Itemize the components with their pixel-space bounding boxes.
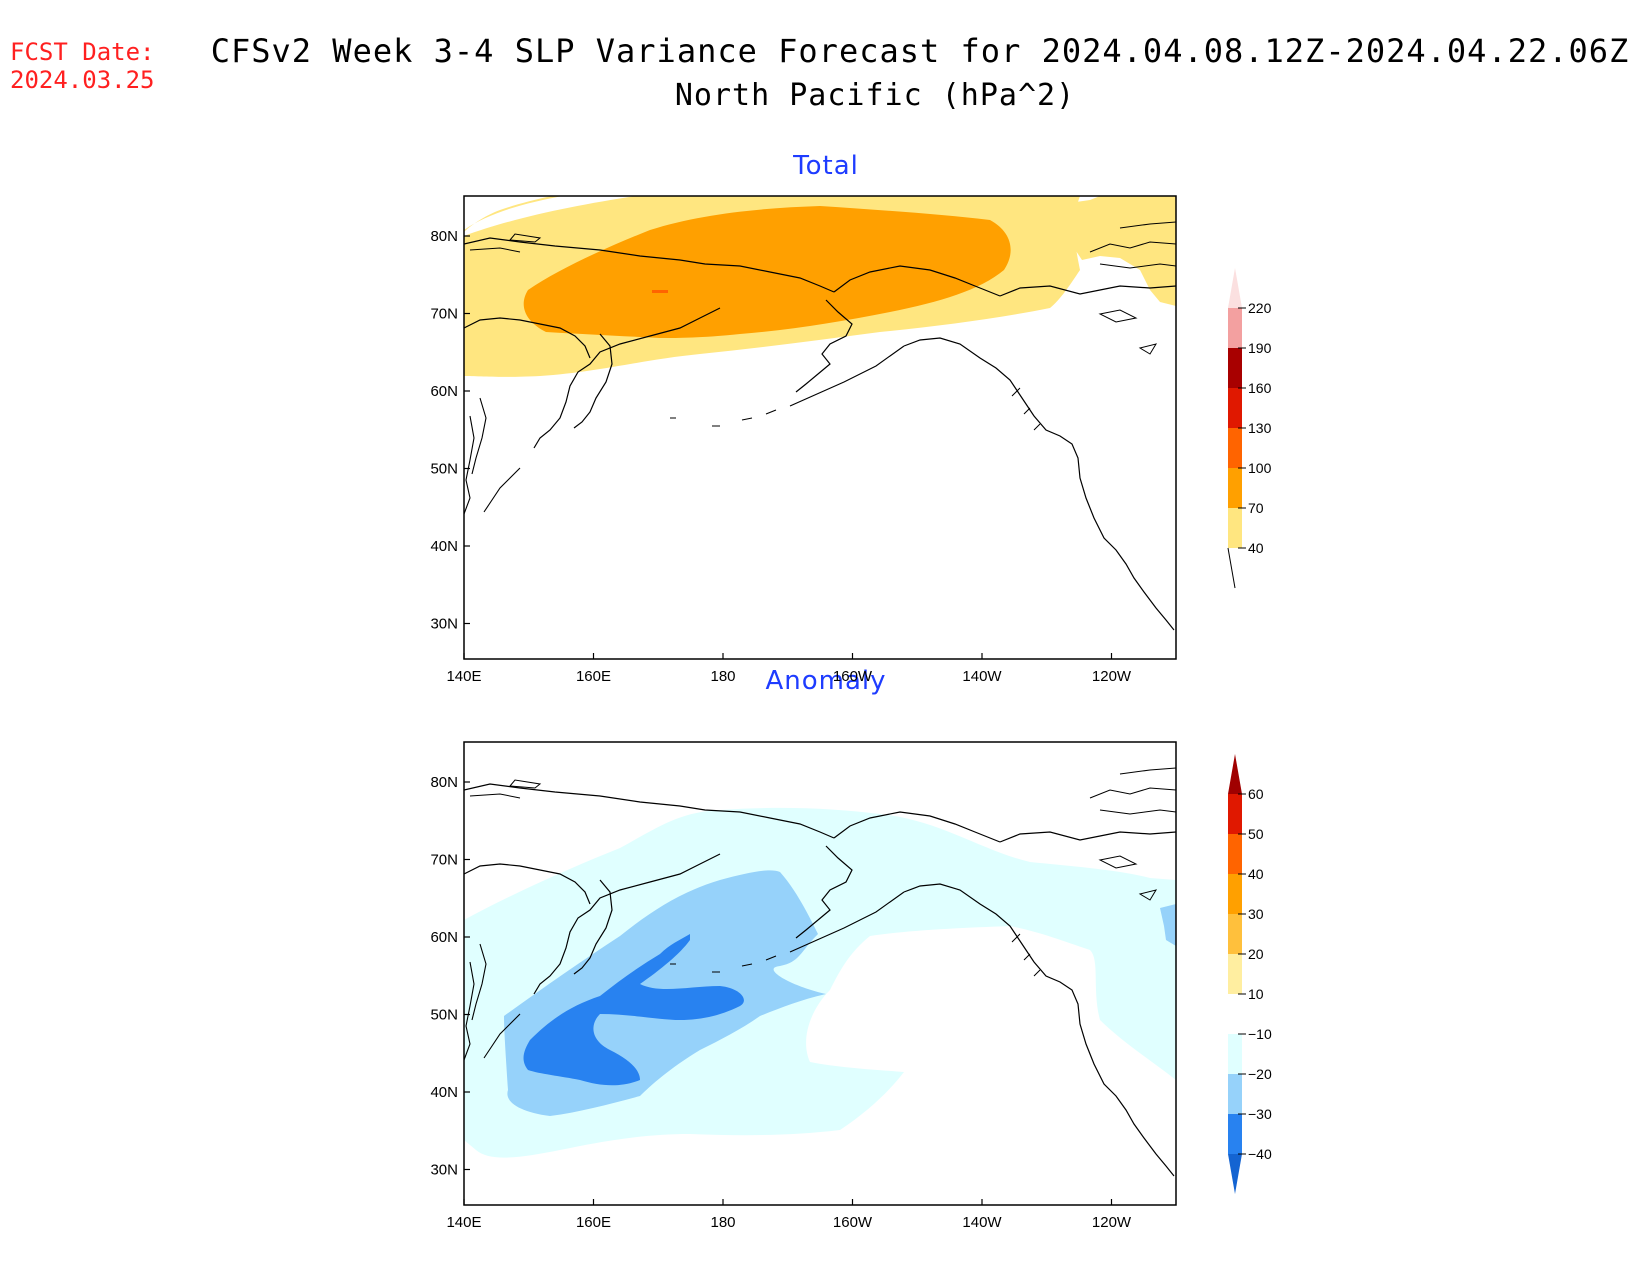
total-colorbar-bottom-arrow: [1227, 547, 1236, 589]
anomaly-colorbar-label: −20: [1248, 1066, 1272, 1082]
anomaly-colorbar-swatch: [1228, 1114, 1242, 1154]
anomaly-colorbar-label: 40: [1248, 866, 1264, 882]
total-colorbar-label: 70: [1248, 500, 1264, 516]
anomaly-colorbar-swatch: [1228, 994, 1242, 1034]
anomaly-lon-label: 160E: [576, 1214, 611, 1231]
anomaly-colorbar-label: 20: [1248, 946, 1264, 962]
anomaly-axis: 80N 70N 60N 50N 40N 30N 140E 160E 180 160W 140W 120…: [430, 774, 1131, 1231]
anomaly-colorbar-swatch: [1228, 954, 1242, 994]
anomaly-colorbar: 60 50 40 30 20 10 −10 −20 −30 −40: [1228, 754, 1272, 1194]
anomaly-map: [463, 741, 1177, 1206]
total-lon-label: 140E: [446, 668, 481, 685]
anomaly-lat-label: 30N: [430, 1162, 458, 1179]
total-colorbar-label: 100: [1248, 460, 1272, 476]
anomaly-map-frame: [463, 741, 1177, 1206]
forecast-date-block: FCST Date: 2024.03.25: [10, 38, 155, 94]
anomaly-colorbar-label: 60: [1248, 786, 1264, 802]
subtitle: North Pacific (hPa^2): [674, 78, 1076, 113]
total-lat-label: 80N: [430, 228, 458, 245]
main-title: CFSv2 Week 3-4 SLP Variance Forecast for…: [210, 32, 1630, 70]
total-contour-100-130: [652, 290, 668, 293]
anomaly-colorbar-label: 30: [1248, 906, 1264, 922]
total-colorbar-top-arrow: [1228, 268, 1242, 308]
total-map: [463, 195, 1177, 660]
total-lat-label: 60N: [430, 383, 458, 400]
anomaly-colorbar-swatch: [1228, 1074, 1242, 1114]
total-colorbar-label: 160: [1248, 380, 1272, 396]
total-colorbar-swatch: [1228, 428, 1242, 468]
total-colorbar-label: 220: [1248, 300, 1272, 316]
anomaly-colorbar-swatch: [1228, 834, 1242, 874]
total-lat-label: 70N: [430, 306, 458, 323]
total-lon-label: 140W: [962, 668, 1002, 685]
total-lon-label: 180: [710, 668, 735, 685]
anomaly-contour-m20-east: [1160, 904, 1176, 946]
total-colorbar-swatch: [1228, 348, 1242, 388]
anomaly-lon-label: 140W: [962, 1214, 1002, 1231]
anomaly-lat-label: 50N: [430, 1007, 458, 1024]
anomaly-colorbar-swatch: [1228, 794, 1242, 834]
total-colorbar-swatch: [1228, 308, 1242, 348]
total-colorbar-swatch: [1228, 388, 1242, 428]
total-lat-label: 30N: [430, 616, 458, 633]
total-axis: 80N 70N 60N 50N 40N 30N 140E 160E 180 160W 140W 120…: [430, 228, 1131, 685]
total-lon-label: 120W: [1092, 668, 1132, 685]
anomaly-colorbar-label: −30: [1248, 1106, 1272, 1122]
total-colorbar-label: 40: [1248, 540, 1264, 556]
total-lat-label: 40N: [430, 538, 458, 555]
anomaly-colorbar-swatch: [1228, 914, 1242, 954]
anomaly-lat-label: 40N: [430, 1084, 458, 1101]
anomaly-colorbar-label: 50: [1248, 826, 1264, 842]
anomaly-lat-label: 80N: [430, 774, 458, 791]
anomaly-lat-label: 60N: [430, 929, 458, 946]
forecast-date-label: FCST Date:: [10, 38, 155, 66]
anomaly-colorbar-label: −10: [1248, 1026, 1272, 1042]
anomaly-colorbar-label: −40: [1248, 1146, 1272, 1162]
anomaly-lon-label: 160W: [833, 1214, 873, 1231]
anomaly-lon-label: 120W: [1092, 1214, 1132, 1231]
forecast-date-value: 2024.03.25: [10, 66, 155, 94]
anomaly-lon-label: 180: [710, 1214, 735, 1231]
total-lon-label: 160W: [833, 668, 873, 685]
total-colorbar: 220 190 160 130 100 70 40: [1227, 268, 1272, 589]
total-contour-40-70: [464, 196, 1176, 306]
anomaly-contour-m30: [523, 934, 744, 1086]
anomaly-lon-label: 140E: [446, 1214, 481, 1231]
total-panel-title: Total: [793, 151, 859, 181]
anomaly-colorbar-top-arrow: [1228, 754, 1242, 794]
anomaly-colorbar-label: 10: [1248, 986, 1264, 1002]
anomaly-panel-title: Anomaly: [765, 666, 887, 696]
anomaly-lat-label: 70N: [430, 852, 458, 869]
total-colorbar-swatch: [1228, 468, 1242, 508]
total-colorbar-swatch: [1228, 508, 1242, 548]
anomaly-colorbar-bottom-arrow: [1228, 1154, 1242, 1194]
anomaly-colorbar-swatch: [1228, 874, 1242, 914]
total-lon-label: 160E: [576, 668, 611, 685]
total-lat-label: 50N: [430, 461, 458, 478]
total-colorbar-label: 130: [1248, 420, 1272, 436]
anomaly-colorbar-swatch: [1228, 1034, 1242, 1074]
total-colorbar-label: 190: [1248, 340, 1272, 356]
total-map-frame: [463, 195, 1177, 660]
